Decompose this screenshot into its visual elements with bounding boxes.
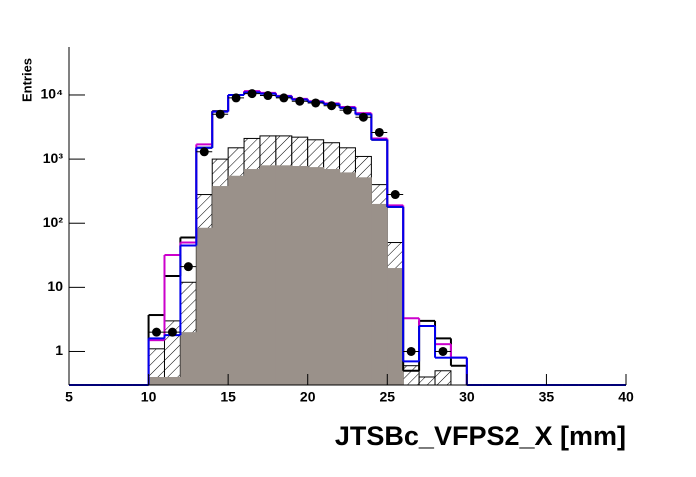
y-axis-title: Entries xyxy=(19,58,34,102)
data-point xyxy=(358,112,368,122)
x-axis-title: JTSBc_VFPS2_X [mm] xyxy=(335,421,626,451)
data-point xyxy=(215,109,225,119)
y-tick-label: 10² xyxy=(43,214,64,230)
filled-bar xyxy=(355,177,372,385)
filled-bar xyxy=(164,376,181,385)
data-point xyxy=(374,127,384,137)
data-point xyxy=(343,105,352,115)
hatched-bar xyxy=(402,365,420,386)
data-point xyxy=(438,346,448,356)
data-point xyxy=(327,101,337,111)
x-tick-label: 10 xyxy=(141,389,157,405)
data-point xyxy=(390,190,400,200)
data-point xyxy=(247,89,257,99)
data-point xyxy=(231,93,241,103)
x-tick-label: 25 xyxy=(379,389,395,405)
x-tick-label: 40 xyxy=(618,389,634,405)
data-point xyxy=(311,98,321,108)
data-point xyxy=(183,262,193,272)
filled-bar xyxy=(212,186,229,385)
filled-bar xyxy=(259,165,277,385)
filled-bar xyxy=(275,165,293,385)
x-tick-label: 30 xyxy=(459,389,475,405)
hatched-bar xyxy=(434,370,452,386)
x-tick-label: 5 xyxy=(65,389,73,405)
data-point xyxy=(167,327,177,337)
data-point xyxy=(263,91,273,101)
data-point xyxy=(406,346,416,356)
filled-bar xyxy=(291,166,309,385)
data-point xyxy=(199,147,209,157)
filled-bar xyxy=(244,169,261,385)
data-point xyxy=(152,327,162,337)
filled-bar xyxy=(180,332,197,385)
filled-bar xyxy=(196,227,213,385)
filled-bar xyxy=(339,172,356,385)
filled-bar xyxy=(387,268,404,385)
data-point xyxy=(279,93,289,103)
y-tick-label: 10 xyxy=(47,278,63,294)
filled-bar xyxy=(148,376,165,385)
filled-bar xyxy=(228,175,245,385)
hatched-bar xyxy=(418,376,436,386)
x-tick-label: 15 xyxy=(220,389,236,405)
filled-bar xyxy=(307,167,325,385)
x-tick-label: 20 xyxy=(300,389,316,405)
y-tick-label: 1 xyxy=(55,342,63,358)
x-tick-label: 35 xyxy=(539,389,555,405)
data-point xyxy=(295,96,305,106)
filled-bar xyxy=(323,169,341,385)
y-tick-label: 10³ xyxy=(43,150,64,166)
y-tick-label: 10⁴ xyxy=(41,86,64,102)
filled-bar xyxy=(371,203,388,385)
